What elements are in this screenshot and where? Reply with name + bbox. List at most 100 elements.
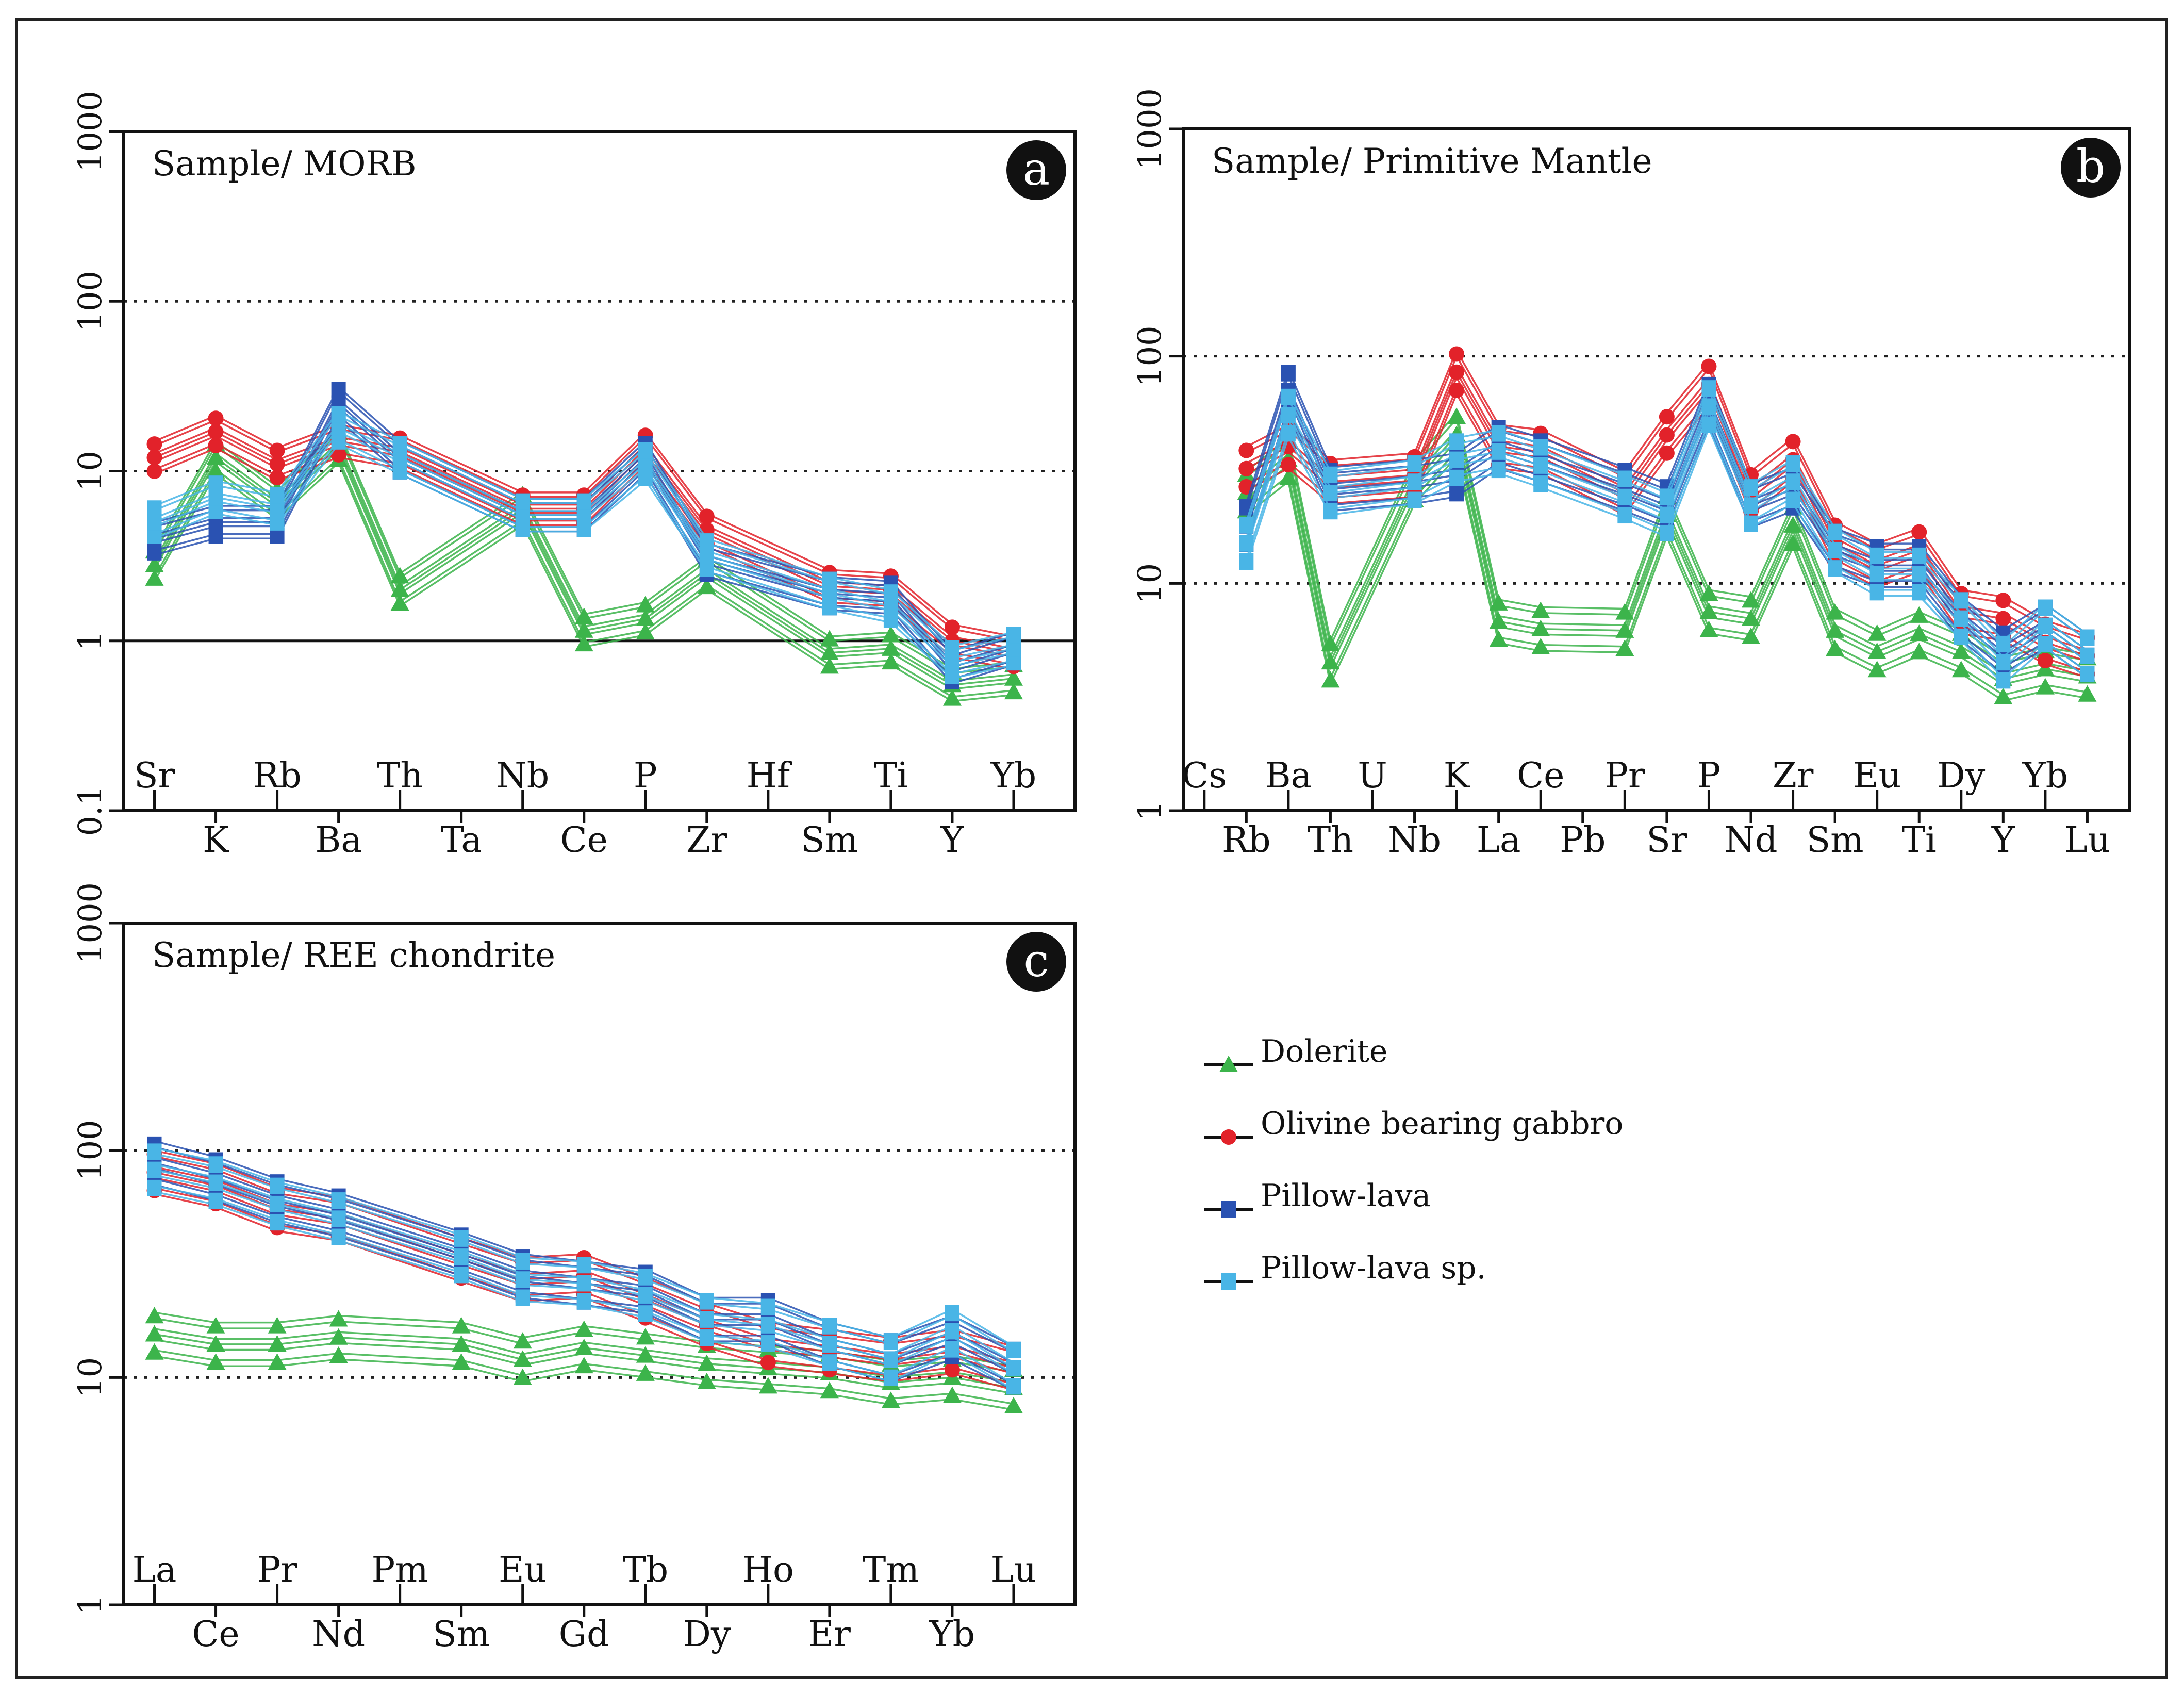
data-point bbox=[331, 406, 346, 423]
data-point bbox=[576, 1293, 591, 1310]
y-tick-label: 1 bbox=[1131, 800, 1168, 820]
data-point bbox=[822, 1354, 837, 1371]
x-tick-label: U bbox=[1358, 755, 1387, 796]
x-tick-label: Nb bbox=[496, 755, 549, 796]
data-point bbox=[1910, 606, 1929, 623]
data-point bbox=[1912, 547, 1927, 564]
data-point bbox=[270, 1195, 285, 1212]
x-tick-label: Tb bbox=[622, 1550, 668, 1590]
data-point bbox=[699, 533, 714, 550]
data-point bbox=[945, 1323, 959, 1340]
data-point bbox=[820, 1381, 839, 1399]
data-point bbox=[331, 1210, 346, 1227]
data-point bbox=[636, 1328, 655, 1345]
data-point bbox=[1659, 524, 1674, 541]
x-tick-label: Sm bbox=[433, 1614, 490, 1655]
x-tick-label: La bbox=[1477, 820, 1521, 861]
data-point bbox=[822, 571, 837, 588]
data-point bbox=[270, 1214, 285, 1231]
data-point bbox=[145, 569, 164, 586]
data-point bbox=[1659, 445, 1675, 461]
data-point bbox=[1912, 566, 1927, 583]
x-tick-label: K bbox=[1444, 755, 1470, 796]
x-tick-label: Pr bbox=[1604, 755, 1645, 796]
data-point bbox=[206, 448, 225, 465]
data-point bbox=[331, 1192, 346, 1209]
data-point bbox=[208, 437, 224, 453]
data-point bbox=[1531, 619, 1550, 636]
data-point bbox=[881, 626, 900, 643]
data-point bbox=[1491, 443, 1506, 460]
data-point bbox=[697, 1354, 716, 1371]
data-point bbox=[269, 470, 285, 486]
data-point bbox=[820, 643, 839, 660]
data-point bbox=[1281, 365, 1296, 382]
data-point bbox=[1785, 434, 1801, 450]
plot-frame bbox=[1182, 127, 2131, 812]
data-point bbox=[1785, 455, 1800, 472]
data-point bbox=[944, 619, 960, 635]
legend-marker bbox=[1221, 1201, 1236, 1218]
x-tick-label: Ba bbox=[315, 820, 362, 861]
series-line bbox=[154, 1355, 1014, 1411]
x-tick-label: P bbox=[634, 755, 657, 796]
data-point bbox=[1321, 634, 1340, 651]
series-line bbox=[154, 1185, 1014, 1385]
x-tick-label: Rb bbox=[253, 755, 302, 796]
data-point bbox=[1004, 669, 1023, 686]
data-point bbox=[697, 578, 716, 595]
legend-label: Pillow-lava bbox=[1261, 1178, 1431, 1214]
data-point bbox=[1951, 642, 1971, 659]
data-point bbox=[390, 580, 409, 597]
series-line bbox=[154, 1153, 1014, 1353]
legend-item: Pillow-lava sp. bbox=[1204, 1250, 1486, 1290]
x-tick-label: Sm bbox=[1807, 820, 1864, 861]
data-point bbox=[513, 1350, 532, 1367]
data-point bbox=[515, 1289, 530, 1306]
data-point bbox=[1617, 470, 1632, 487]
data-point bbox=[1489, 630, 1508, 647]
x-tick-label: Hf bbox=[747, 755, 792, 796]
x-tick-label: Pr bbox=[257, 1550, 297, 1590]
data-point bbox=[1449, 364, 1465, 380]
data-point bbox=[638, 1305, 653, 1322]
series-line bbox=[154, 1349, 1014, 1405]
series-line bbox=[154, 1163, 1014, 1363]
data-point bbox=[1742, 591, 1760, 608]
data-point bbox=[2038, 636, 2053, 653]
data-point bbox=[881, 1391, 900, 1408]
x-tick-label: Ti bbox=[1902, 820, 1937, 861]
data-point bbox=[331, 382, 346, 399]
data-point bbox=[1869, 584, 1884, 601]
data-point bbox=[208, 410, 224, 426]
data-point bbox=[1659, 427, 1675, 443]
data-point bbox=[638, 1269, 653, 1286]
data-point bbox=[1321, 671, 1340, 688]
data-point bbox=[2080, 666, 2095, 683]
legend-label: Pillow-lava sp. bbox=[1261, 1250, 1486, 1286]
legend-item: Pillow-lava bbox=[1204, 1178, 1431, 1218]
y-tick-label: 1000 bbox=[71, 882, 109, 964]
panel-letter: a bbox=[1023, 142, 1050, 195]
data-point bbox=[268, 1317, 287, 1334]
x-tick-label: Ta bbox=[440, 820, 482, 861]
data-point bbox=[513, 1332, 532, 1349]
data-point bbox=[1951, 661, 1971, 678]
data-point bbox=[515, 1253, 530, 1270]
data-point bbox=[760, 1317, 775, 1334]
panel-letter: c bbox=[1023, 934, 1049, 987]
data-point bbox=[1279, 468, 1298, 485]
data-point bbox=[1742, 609, 1760, 626]
x-tick-label: Nb bbox=[1388, 820, 1441, 861]
data-point bbox=[454, 1267, 469, 1284]
x-tick-label: Ba bbox=[1265, 755, 1312, 796]
data-point bbox=[1449, 383, 1465, 399]
data-point bbox=[1615, 621, 1634, 638]
panel-title: Sample/ MORB bbox=[152, 144, 417, 184]
data-point bbox=[147, 1143, 162, 1160]
data-point bbox=[270, 1177, 285, 1194]
x-tick-label: K bbox=[203, 820, 229, 861]
data-point bbox=[208, 1192, 223, 1209]
data-point bbox=[208, 1156, 223, 1173]
